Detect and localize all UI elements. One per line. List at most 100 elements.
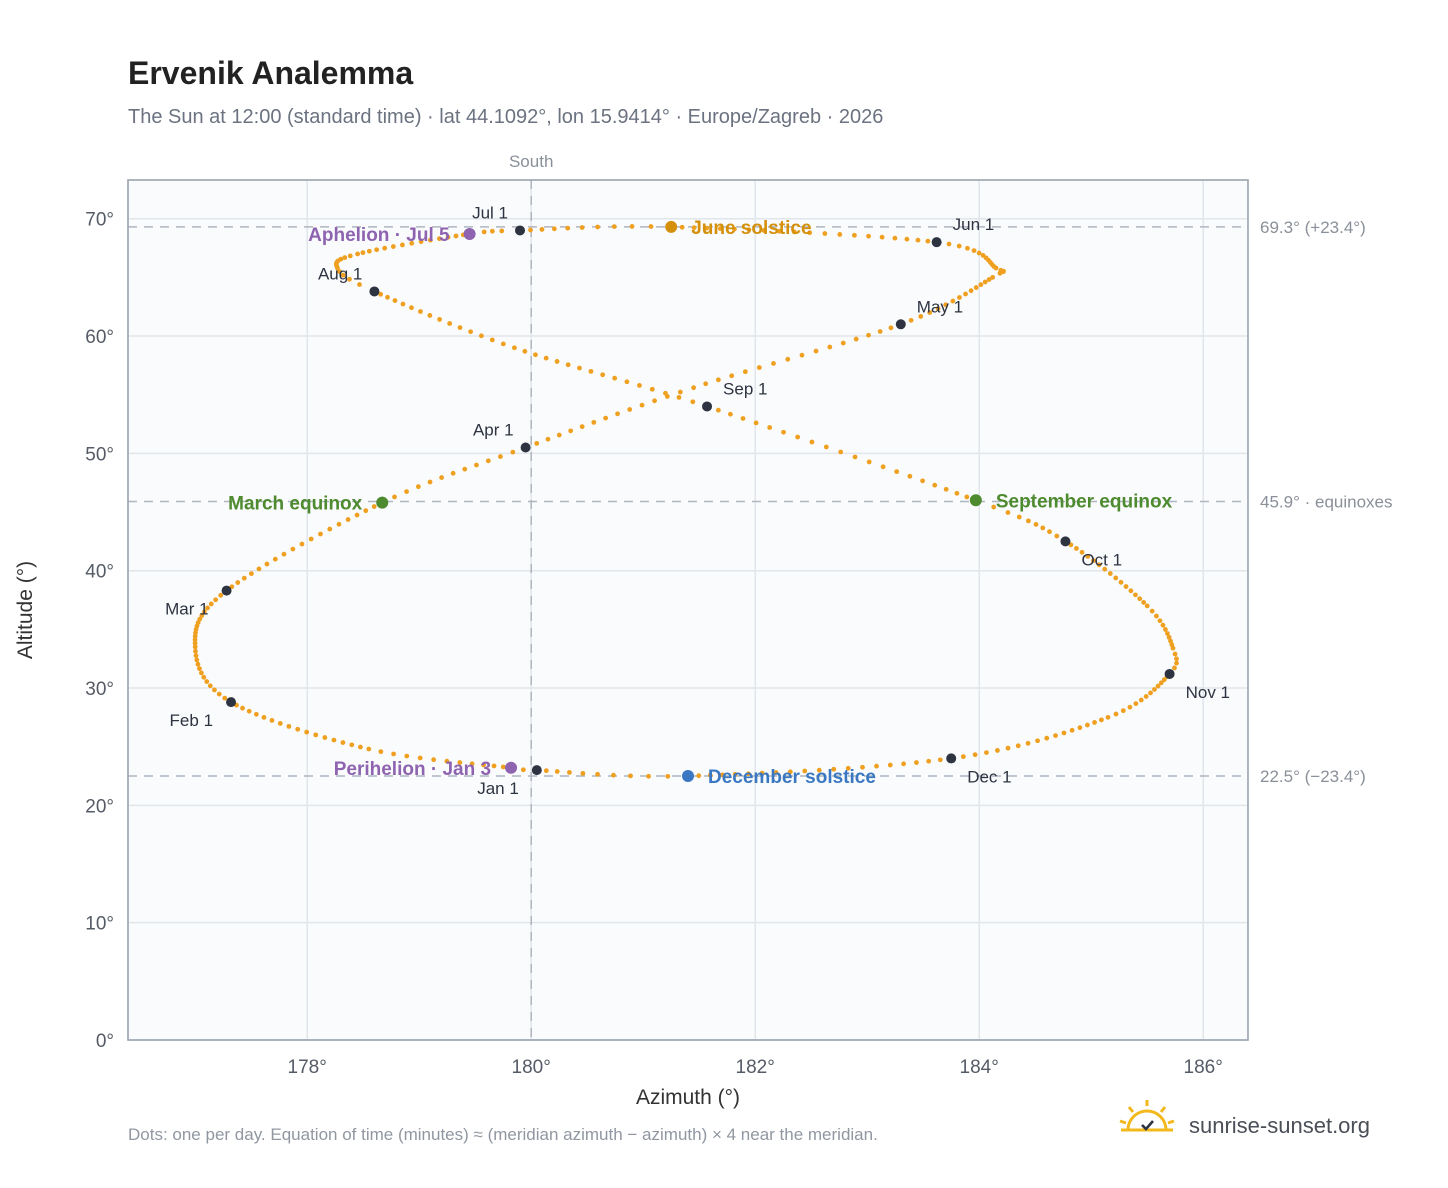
analemma-day-dot [431, 757, 437, 763]
analemma-day-dot [1144, 603, 1150, 609]
analemma-day-dot [1123, 584, 1129, 589]
analemma-day-dot [998, 267, 1004, 273]
analemma-day-dot [720, 772, 725, 778]
analemma-day-dot [926, 758, 932, 764]
analemma-day-dot [746, 771, 751, 777]
analemma-day-dot [212, 687, 217, 693]
analemma-day-dot [337, 269, 342, 274]
analemma-day-dot [1096, 562, 1102, 568]
analemma-day-dot [1170, 645, 1176, 651]
analemma-day-dot [246, 708, 252, 714]
month-marker-dot [369, 286, 380, 297]
analemma-day-dot [1113, 575, 1119, 581]
analemma-day-dot [840, 340, 846, 346]
analemma-day-dot [366, 746, 372, 752]
analemma-day-dot [374, 247, 380, 253]
event-marker-label: Aphelion · Jul 5 [308, 225, 450, 246]
event-marker-dot [376, 496, 389, 509]
month-marker-label: Dec 1 [967, 767, 1011, 786]
analemma-day-dot [628, 773, 633, 779]
analemma-day-dot [696, 773, 702, 779]
analemma-day-dot [363, 508, 369, 514]
analemma-day-dot [595, 771, 600, 777]
analemma-day-dot [823, 444, 829, 450]
analemma-day-dot [192, 644, 198, 650]
analemma-day-dot [277, 721, 283, 726]
analemma-day-dot [888, 325, 894, 331]
analemma-day-dot [995, 748, 1000, 753]
analemma-day-dot [409, 305, 414, 311]
analemma-day-dot [1133, 701, 1139, 706]
analemma-day-dot [554, 769, 560, 774]
analemma-day-dot [568, 428, 574, 434]
analemma-day-dot [286, 723, 292, 729]
analemma-day-dot [427, 313, 433, 318]
analemma-day-dot [1102, 566, 1108, 572]
analemma-day-dot [877, 329, 883, 334]
month-marker-dot [515, 225, 525, 236]
analemma-day-dot [984, 750, 989, 756]
analemma-day-dot [404, 489, 409, 495]
analemma-day-dot [915, 237, 921, 243]
month-markers: Jan 1 Feb 1 Mar 1 Apr 1 May 1 Jun 1 Jul 1 Aug 1… [165, 203, 1230, 798]
analemma-day-dot [887, 762, 893, 768]
analemma-day-dot [385, 294, 390, 300]
analemma-day-dot [499, 228, 505, 234]
analemma-day-dot [717, 226, 723, 232]
analemma-day-dot [512, 345, 517, 351]
analemma-day-dot [1074, 546, 1079, 551]
analemma-day-dot [1157, 618, 1163, 624]
reference-line-label: 69.3° (+23.4°) [1260, 218, 1366, 237]
analemma-day-dot [716, 377, 721, 383]
event-marker-label: June solstice [691, 218, 811, 239]
analemma-day-dot [982, 279, 988, 285]
analemma-day-dot [1118, 579, 1124, 585]
brand-name: sunrise-sunset.org [1189, 1113, 1370, 1138]
analemma-day-dot [753, 420, 759, 426]
analemma-day-dot [703, 381, 709, 387]
month-marker-label: Feb 1 [170, 711, 213, 730]
analemma-day-dot [918, 314, 924, 319]
analemma-day-dot [925, 238, 931, 244]
analemma-day-dot [202, 609, 207, 615]
analemma-day-dot [498, 454, 503, 459]
analemma-day-dot [676, 395, 682, 400]
analemma-day-dot [478, 333, 484, 339]
analemma-day-dot [418, 309, 423, 314]
analemma-day-dot [691, 225, 697, 231]
analemma-day-dot [417, 755, 423, 761]
analemma-day-dot [533, 352, 538, 358]
event-markers: June solstice Aphelion · Jul 5 March equin… [228, 218, 1172, 788]
month-marker-dot [531, 765, 542, 776]
analemma-day-dot [313, 732, 319, 738]
analemma-day-dot [1044, 735, 1050, 741]
analemma-day-dot [481, 762, 486, 768]
analemma-day-dot [1174, 660, 1179, 666]
analemma-day-dot [1033, 522, 1039, 527]
event-marker-label: September equinox [996, 491, 1173, 512]
analemma-day-dot [327, 526, 333, 532]
analemma-day-dot [957, 295, 962, 300]
analemma-day-dot [761, 228, 767, 233]
analemma-day-dot [510, 449, 516, 455]
analemma-day-dot [837, 232, 843, 237]
analemma-day-dot [838, 449, 844, 455]
analemma-day-dot [781, 429, 786, 435]
analemma-day-dot [990, 274, 996, 280]
analemma-day-dot [1025, 740, 1031, 746]
analemma-day-dot [201, 674, 207, 680]
analemma-day-dot [308, 536, 314, 542]
analemma-day-dot [577, 365, 582, 371]
analemma-day-dot [813, 348, 819, 354]
analemma-day-dot [462, 466, 468, 472]
analemma-day-dot [565, 225, 571, 231]
analemma-day-dot [776, 228, 782, 234]
analemma-day-dot [943, 486, 949, 492]
analemma-day-dot [489, 228, 495, 234]
analemma-day-dot [732, 771, 738, 777]
month-marker-label: Jun 1 [953, 215, 995, 234]
analemma-day-dot [554, 359, 560, 364]
analemma-day-dot [349, 742, 355, 748]
analemma-day-dot [1128, 588, 1134, 594]
analemma-day-dot [595, 224, 601, 230]
